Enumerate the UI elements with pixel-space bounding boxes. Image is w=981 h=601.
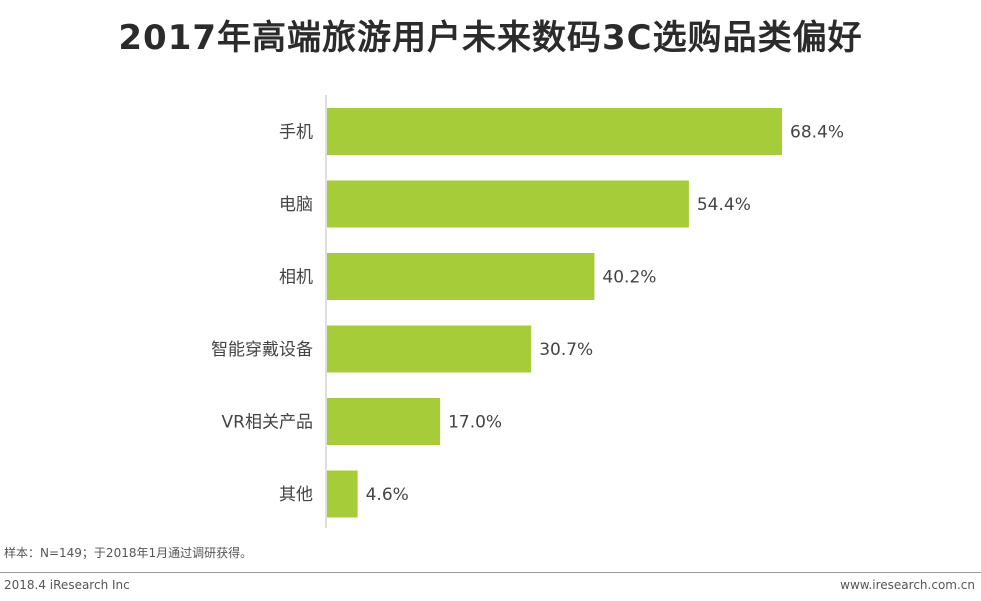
- chart-title: 2017年高端旅游用户未来数码3C选购品类偏好: [118, 18, 863, 58]
- category-label-5: 其他: [279, 485, 313, 505]
- bar-1: [327, 180, 689, 228]
- value-label-4: 17.0%: [448, 413, 502, 433]
- category-label-3: 智能穿戴设备: [211, 340, 313, 360]
- bar-3: [327, 325, 532, 373]
- bar-0: [327, 108, 782, 155]
- category-label-4: VR相关产品: [222, 413, 313, 433]
- category-label-0: 手机: [279, 123, 313, 143]
- footer-copyright: 2018.4 iResearch Inc: [4, 578, 130, 592]
- bar-2: [327, 253, 595, 300]
- category-label-2: 相机: [279, 268, 313, 288]
- sample-note: 样本：N=149；于2018年1月通过调研获得。: [4, 546, 253, 560]
- value-label-2: 40.2%: [602, 268, 656, 288]
- value-label-1: 54.4%: [697, 195, 751, 215]
- bars-layer: 手机 68.4% 电脑 54.4% 相机 40.2% 智能穿戴设备 30.7% VR相关产品 17…: [211, 108, 844, 518]
- bar-4: [327, 398, 441, 445]
- value-label-5: 4.6%: [366, 485, 409, 505]
- value-label-0: 68.4%: [790, 123, 844, 143]
- footer-website: www.iresearch.com.cn: [840, 578, 975, 592]
- value-label-3: 30.7%: [539, 340, 593, 360]
- bar-5: [327, 470, 358, 518]
- footer-divider: [0, 572, 981, 573]
- category-label-1: 电脑: [279, 195, 313, 215]
